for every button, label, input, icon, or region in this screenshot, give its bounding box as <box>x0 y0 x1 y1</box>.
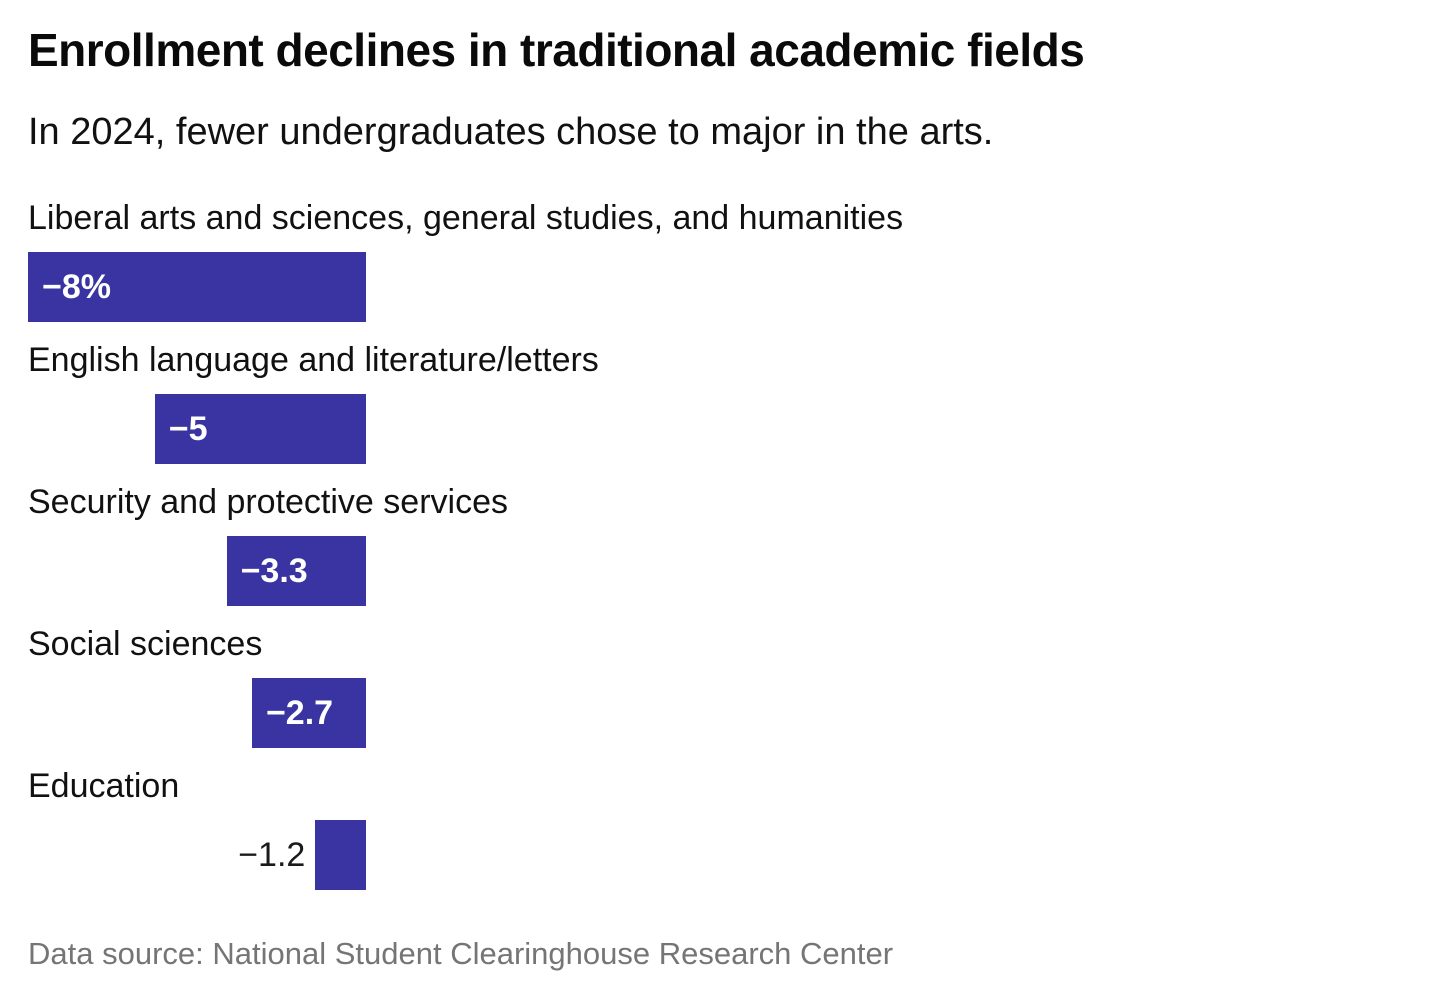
value-label: −8% <box>42 267 111 306</box>
bar <box>315 820 366 890</box>
category-label: Education <box>28 767 180 805</box>
bar-row: Liberal arts and sciences, general studi… <box>28 196 1400 322</box>
category-label: Liberal arts and sciences, general studi… <box>28 199 904 237</box>
bar-track: −3.3 <box>28 536 366 606</box>
category-label: English language and literature/letters <box>28 341 599 379</box>
bar-track: −8% <box>28 252 366 322</box>
bar-row: Social sciences −2.7 <box>28 622 1400 748</box>
data-source-note: Data source: National Student Clearingho… <box>28 936 894 971</box>
value-label: −5 <box>168 409 208 448</box>
bar-track: −1.2 <box>28 820 366 890</box>
bar: −8% <box>28 252 366 322</box>
bar-row: English language and literature/letters −… <box>28 338 1400 464</box>
category-label: Social sciences <box>28 625 263 663</box>
bar: −3.3 <box>226 536 366 606</box>
value-label: −3.3 <box>240 551 308 590</box>
category-label: Security and protective services <box>28 483 508 521</box>
bar-track: −5 <box>28 394 366 464</box>
bar: −2.7 <box>251 678 366 748</box>
value-label: −1.2 <box>238 835 306 874</box>
bar-row: Security and protective services −3.3 <box>28 480 1400 606</box>
value-label: −2.7 <box>265 693 334 732</box>
bar-row: Education −1.2 <box>28 764 1400 890</box>
bar-track: −2.7 <box>28 678 366 748</box>
chart-subtitle: In 2024, fewer undergraduates chose to m… <box>28 111 994 153</box>
chart-title: Enrollment declines in traditional acade… <box>28 24 1085 76</box>
bar-chart: Liberal arts and sciences, general studi… <box>28 196 1400 890</box>
bar: −5 <box>154 394 366 464</box>
